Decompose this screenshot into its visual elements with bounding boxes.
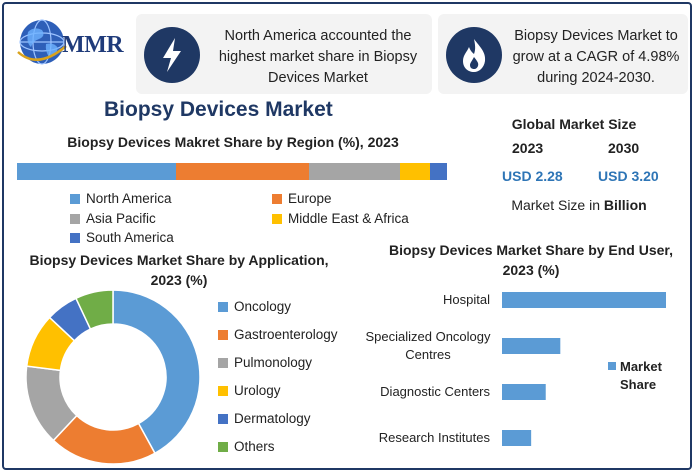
end-user-bar: [502, 384, 546, 400]
legend-label: Middle East & Africa: [288, 211, 409, 226]
legend-swatch: [218, 441, 228, 452]
end-user-legend-label: Market Share: [620, 359, 663, 392]
region-legend-item: North America: [70, 191, 172, 206]
donut-slice-others: [74, 289, 114, 331]
legend-swatch: [272, 213, 282, 224]
end-user-bar: [502, 292, 666, 308]
donut-slice-oncology: [112, 289, 201, 455]
end-user-category-label: Specialized Oncology Centres: [365, 329, 491, 362]
application-donut-chart: [25, 289, 201, 465]
legend-label: Oncology: [234, 299, 292, 314]
end-user-bar: [502, 338, 561, 354]
legend-swatch: [70, 232, 80, 243]
year-2023-label: 2023: [512, 140, 544, 156]
globe-icon: [17, 19, 67, 65]
application-legend-item: Pulmonology: [218, 355, 312, 370]
region-bar-segment: [429, 163, 447, 180]
legend-label: Dermatology: [234, 411, 311, 426]
legend-label: Others: [234, 439, 275, 454]
info-card-north-america: North America accounted the highest mark…: [136, 14, 432, 94]
legend-swatch: [272, 193, 282, 204]
region-legend-item: Middle East & Africa: [272, 211, 409, 226]
region-legend-item: Asia Pacific: [70, 211, 156, 226]
legend-label: Europe: [288, 191, 332, 206]
region-bar-segment: [176, 163, 310, 180]
application-legend-item: Others: [218, 439, 275, 454]
region-chart-title: Biopsy Devices Makret Share by Region (%…: [67, 134, 399, 150]
end-user-chart-title: Biopsy Devices Market Share by End User,…: [388, 242, 673, 278]
end-user-category-label: Diagnostic Centers: [380, 384, 490, 399]
end-user-category-label: Research Institutes: [379, 430, 491, 445]
legend-label: Urology: [234, 383, 281, 398]
legend-swatch: [218, 413, 228, 424]
market-size-note: Market Size in Billion: [511, 197, 647, 213]
application-legend-item: Gastroenterology: [218, 327, 338, 342]
legend-label: Gastroenterology: [234, 327, 338, 342]
application-legend-item: Dermatology: [218, 411, 311, 426]
global-market-title: Global Market Size: [511, 116, 637, 132]
lightning-bolt-icon: [144, 27, 200, 83]
year-2030-label: 2030: [608, 140, 640, 156]
legend-swatch: [218, 329, 228, 340]
legend-label: South America: [86, 230, 174, 245]
region-stacked-bar: [17, 163, 447, 180]
region-bar-segment: [399, 163, 430, 180]
legend-label: Asia Pacific: [86, 211, 156, 226]
legend-swatch: [608, 362, 616, 370]
legend-swatch: [218, 301, 228, 312]
application-legend-item: Oncology: [218, 299, 291, 314]
legend-swatch: [218, 357, 228, 368]
region-legend-item: Europe: [272, 191, 332, 206]
mmr-logo: [14, 14, 124, 76]
region-bar-segment: [17, 163, 177, 180]
legend-swatch: [70, 213, 80, 224]
application-legend-item: Urology: [218, 383, 281, 398]
legend-swatch: [218, 385, 228, 396]
flame-icon: [446, 27, 502, 83]
end-user-category-label: Hospital: [443, 292, 490, 307]
region-legend-item: South America: [70, 230, 174, 245]
region-bar-segment: [309, 163, 400, 180]
legend-label: North America: [86, 191, 172, 206]
application-chart-title: Biopsy Devices Market Share by Applicati…: [29, 252, 329, 288]
info-card-text: North America accounted the highest mark…: [218, 28, 418, 86]
end-user-bar: [502, 430, 532, 446]
info-card-cagr: Biopsy Devices Market to grow at a CAGR …: [438, 14, 688, 94]
legend-swatch: [70, 193, 80, 204]
main-title: Biopsy Devices Market: [104, 98, 333, 121]
market-value-2030: USD 3.20: [598, 168, 659, 184]
end-user-bar-chart: Hospital Specialized Oncology Centres Diagn…: [365, 292, 666, 446]
info-card-text: Biopsy Devices Market to grow at a CAGR …: [512, 28, 680, 86]
logo-text: MMR: [62, 32, 124, 58]
market-value-2023: USD 2.28: [502, 168, 563, 184]
legend-label: Pulmonology: [234, 355, 313, 370]
